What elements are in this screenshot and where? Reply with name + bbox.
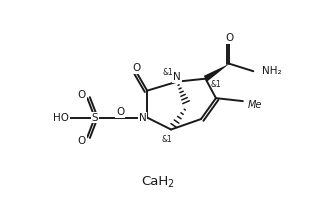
Text: NH₂: NH₂ — [262, 66, 282, 76]
Text: CaH: CaH — [141, 175, 168, 188]
Text: HO: HO — [53, 112, 70, 123]
Text: N: N — [173, 72, 181, 82]
Text: &1: &1 — [211, 80, 221, 89]
Polygon shape — [204, 64, 229, 82]
Text: O: O — [133, 63, 141, 73]
Text: O: O — [225, 33, 234, 43]
Text: N: N — [139, 112, 147, 123]
Text: O: O — [78, 90, 86, 100]
Text: S: S — [92, 112, 98, 123]
Text: &1: &1 — [161, 136, 172, 145]
Text: 2: 2 — [167, 179, 173, 189]
Text: &1: &1 — [162, 68, 173, 77]
Text: O: O — [78, 136, 86, 146]
Text: Me: Me — [247, 100, 262, 110]
Text: O: O — [116, 107, 124, 117]
